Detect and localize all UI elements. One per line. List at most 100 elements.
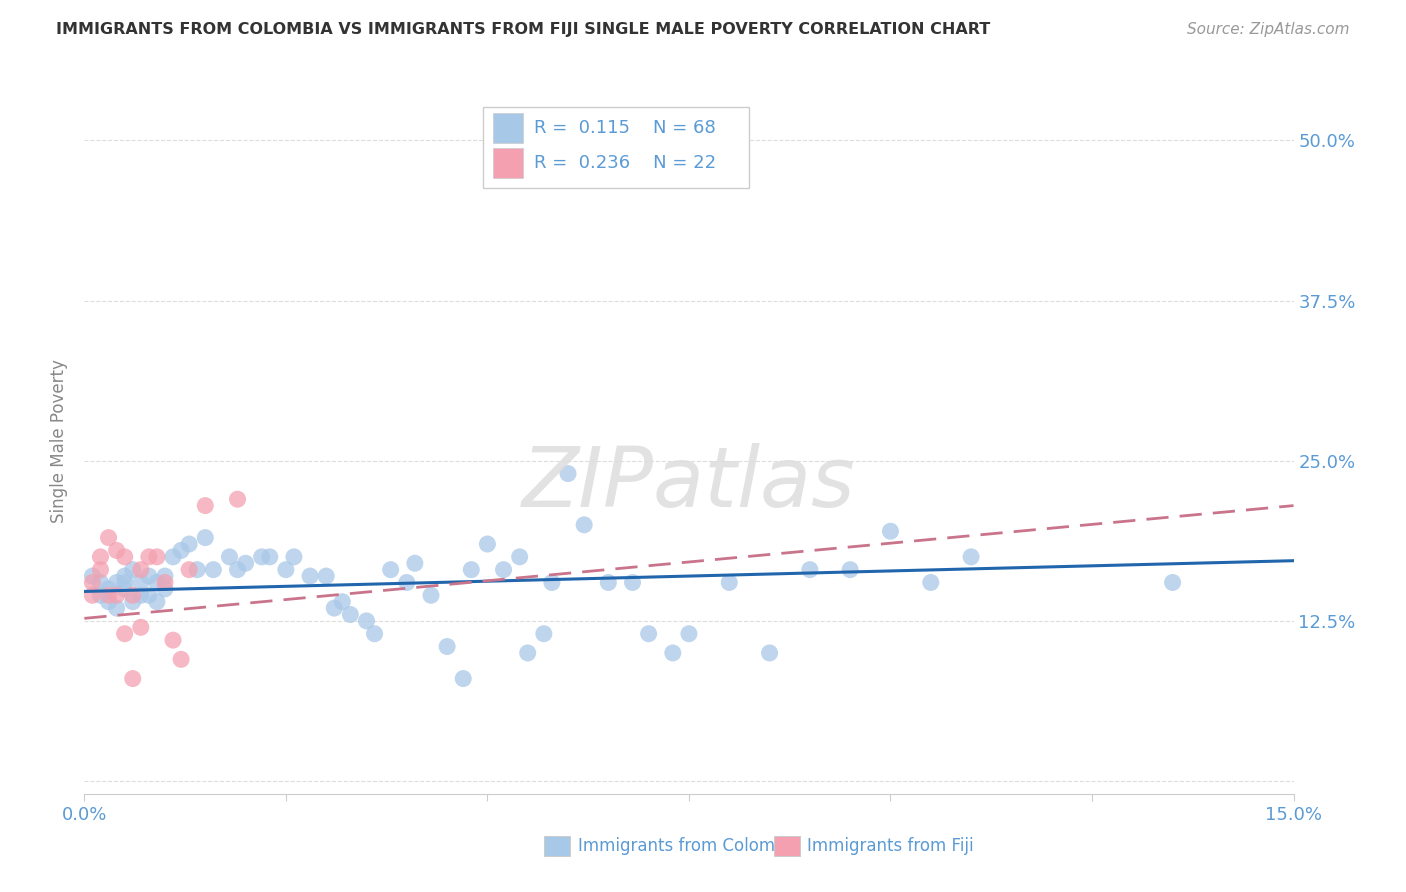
Point	[114, 582, 136, 596]
Point	[315, 569, 337, 583]
Point	[235, 556, 257, 570]
Text: R =  0.236    N = 22: R = 0.236 N = 22	[534, 154, 716, 172]
Point	[162, 633, 184, 648]
Point	[121, 672, 143, 686]
Point	[97, 595, 120, 609]
Point	[363, 626, 385, 640]
Point	[637, 626, 659, 640]
Point	[146, 549, 169, 564]
Point	[97, 582, 120, 596]
Point	[146, 595, 169, 609]
Point	[541, 575, 564, 590]
Point	[129, 588, 152, 602]
Point	[533, 626, 555, 640]
Point	[274, 563, 297, 577]
Point	[572, 517, 595, 532]
Point	[299, 569, 322, 583]
Point	[477, 537, 499, 551]
Point	[283, 549, 305, 564]
Point	[879, 524, 901, 539]
Point	[226, 492, 249, 507]
Point	[179, 563, 201, 577]
Point	[153, 575, 176, 590]
Point	[105, 588, 128, 602]
Point	[162, 549, 184, 564]
Point	[82, 575, 104, 590]
Point	[420, 588, 443, 602]
Y-axis label: Single Male Poverty: Single Male Poverty	[51, 359, 69, 524]
Point	[138, 569, 160, 583]
Point	[226, 563, 249, 577]
Point	[250, 549, 273, 564]
Point	[82, 569, 104, 583]
Point	[758, 646, 780, 660]
Point	[121, 595, 143, 609]
Point	[339, 607, 361, 622]
Point	[105, 575, 128, 590]
Point	[114, 569, 136, 583]
Point	[138, 588, 160, 602]
Point	[323, 601, 346, 615]
Point	[114, 626, 136, 640]
Point	[492, 563, 515, 577]
Point	[557, 467, 579, 481]
Point	[395, 575, 418, 590]
Point	[202, 563, 225, 577]
Point	[138, 549, 160, 564]
Point	[960, 549, 983, 564]
Point	[516, 646, 538, 660]
Point	[97, 531, 120, 545]
Point	[89, 588, 111, 602]
Point	[114, 575, 136, 590]
Point	[678, 626, 700, 640]
Point	[404, 556, 426, 570]
Point	[718, 575, 741, 590]
Point	[799, 563, 821, 577]
Text: ZIPatlas: ZIPatlas	[522, 443, 856, 524]
Point	[218, 549, 240, 564]
Point	[436, 640, 458, 654]
Point	[662, 646, 685, 660]
Point	[194, 499, 217, 513]
Point	[129, 620, 152, 634]
FancyBboxPatch shape	[484, 107, 749, 188]
Point	[129, 575, 152, 590]
Text: R =  0.115    N = 68: R = 0.115 N = 68	[534, 119, 716, 137]
Point	[621, 575, 644, 590]
Point	[460, 563, 482, 577]
Point	[194, 531, 217, 545]
Text: Immigrants from Colombia: Immigrants from Colombia	[578, 837, 800, 855]
Point	[97, 588, 120, 602]
Point	[1161, 575, 1184, 590]
Point	[451, 672, 474, 686]
Text: Immigrants from Fiji: Immigrants from Fiji	[807, 837, 974, 855]
Point	[920, 575, 942, 590]
FancyBboxPatch shape	[773, 836, 800, 856]
FancyBboxPatch shape	[494, 113, 523, 143]
Point	[89, 549, 111, 564]
Point	[186, 563, 208, 577]
Text: Source: ZipAtlas.com: Source: ZipAtlas.com	[1187, 22, 1350, 37]
Point	[380, 563, 402, 577]
Point	[121, 563, 143, 577]
Point	[89, 563, 111, 577]
Point	[105, 601, 128, 615]
Point	[82, 588, 104, 602]
Point	[170, 543, 193, 558]
Point	[356, 614, 378, 628]
Point	[598, 575, 620, 590]
Point	[153, 569, 176, 583]
Point	[179, 537, 201, 551]
Point	[105, 543, 128, 558]
Point	[153, 582, 176, 596]
FancyBboxPatch shape	[544, 836, 571, 856]
Point	[146, 575, 169, 590]
Point	[114, 549, 136, 564]
Point	[839, 563, 862, 577]
Point	[509, 549, 531, 564]
Point	[121, 588, 143, 602]
Point	[170, 652, 193, 666]
Point	[89, 575, 111, 590]
Point	[330, 595, 353, 609]
Point	[259, 549, 281, 564]
